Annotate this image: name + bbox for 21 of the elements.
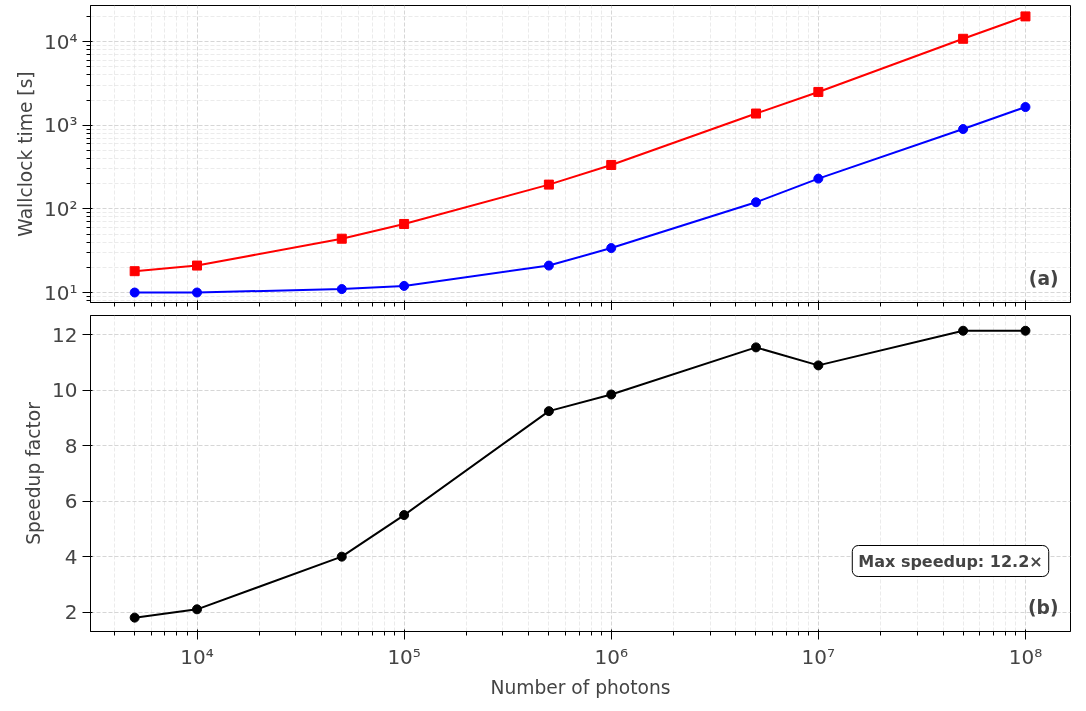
y-tick-label: 10² <box>44 196 78 221</box>
y-tick-label: 12 <box>52 322 78 347</box>
x-tick-label: 10⁶ <box>594 644 628 669</box>
y-tick-label: 8 <box>64 433 78 458</box>
y-tick-label: 10³ <box>44 113 78 138</box>
x-tick-label: 10⁸ <box>1008 644 1043 669</box>
x-tick-label: 10⁷ <box>801 644 836 669</box>
y-axis-title: Wallclock time [s] <box>15 71 37 237</box>
y-tick-label: 4 <box>64 544 78 569</box>
y-tick-label: 6 <box>64 489 78 514</box>
y-tick-label: 2 <box>64 600 78 625</box>
annotation: (a) <box>1028 267 1059 289</box>
x-tick-label: 10⁴ <box>180 644 214 669</box>
annotation: Max speedup: 12.2× <box>858 551 1043 571</box>
y-tick-label: 10¹ <box>44 280 78 305</box>
y-axis-title: Speedup factor <box>23 401 45 545</box>
x-tick-label: 10⁵ <box>387 644 421 669</box>
y-tick-label: 10 <box>52 378 78 403</box>
y-tick-label: 10⁴ <box>44 29 78 54</box>
annotation: (b) <box>1028 596 1059 618</box>
x-axis-title: Number of photons <box>490 676 671 698</box>
